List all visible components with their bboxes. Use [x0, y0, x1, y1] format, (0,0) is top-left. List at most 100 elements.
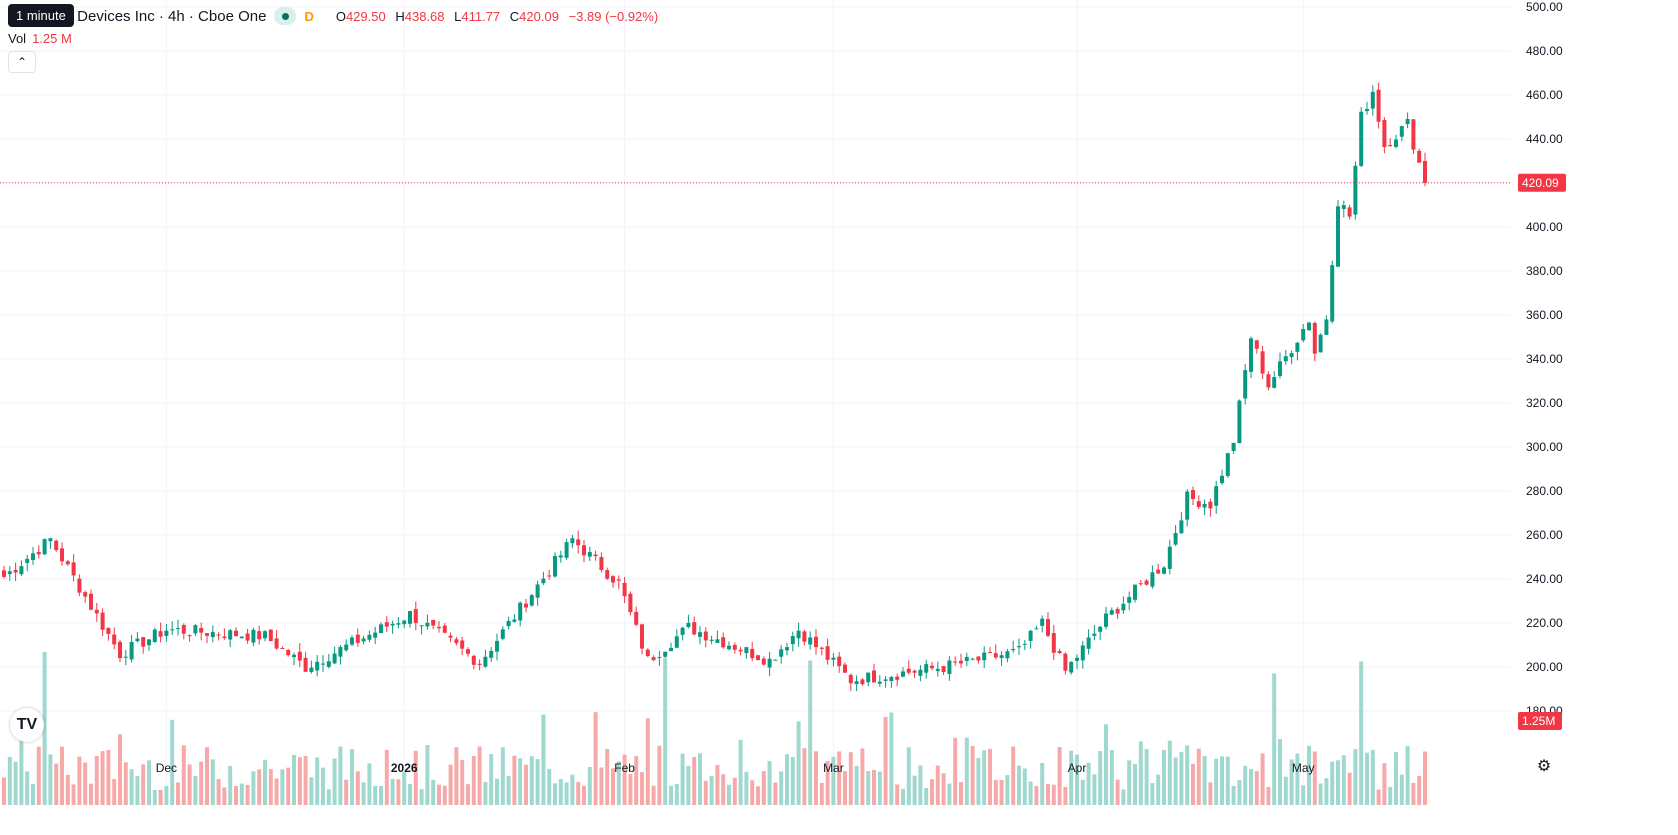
candle-body: [164, 630, 169, 636]
candle-body: [1092, 633, 1097, 636]
volume-bar: [1307, 745, 1311, 805]
price-tick-label: 300.00: [1526, 440, 1563, 454]
candle: [350, 635, 354, 647]
candle: [558, 550, 563, 563]
volume-bar: [199, 761, 204, 805]
candle: [25, 554, 30, 572]
volume-bar: [1237, 780, 1242, 805]
price-tick-label: 220.00: [1526, 616, 1563, 630]
candle-body: [1150, 572, 1155, 587]
collapse-legend-button[interactable]: ⌃: [8, 51, 36, 73]
candle-body: [553, 556, 557, 577]
volume-bar: [674, 783, 679, 805]
volume-bar: [628, 774, 633, 805]
candle: [1411, 119, 1416, 155]
volume-bar: [292, 754, 296, 805]
volume-bar: [425, 745, 430, 805]
volume-bar: [1318, 783, 1323, 805]
candle: [1017, 638, 1021, 656]
volume-bar: [1127, 760, 1132, 805]
candle-body: [564, 542, 569, 558]
price-axis: 500.00480.00460.00440.00420.00400.00380.…: [1526, 0, 1563, 718]
candle-body: [512, 619, 517, 622]
candle: [1196, 495, 1201, 510]
candle: [750, 641, 755, 662]
candle-body: [431, 619, 436, 626]
delayed-data-badge[interactable]: D: [304, 8, 314, 24]
candle: [837, 652, 842, 673]
candle: [1382, 117, 1387, 154]
candle: [599, 552, 604, 573]
candle-body: [970, 658, 975, 660]
market-status-icon[interactable]: [274, 7, 297, 25]
open-label: O: [335, 8, 346, 24]
candle: [622, 576, 627, 604]
candle-body: [947, 660, 952, 674]
volume-bar: [814, 751, 818, 805]
candle: [187, 634, 192, 642]
candle-body: [1278, 361, 1282, 376]
candle-body: [222, 636, 227, 639]
volume-bar: [535, 759, 540, 805]
tradingview-logo-icon[interactable]: TV: [10, 708, 44, 742]
volume-bar: [1179, 752, 1184, 805]
volume-bar: [2, 777, 6, 805]
candle-body: [1394, 139, 1398, 147]
volume-bar: [25, 771, 30, 805]
candle-body: [599, 557, 604, 571]
volume-bar: [773, 782, 778, 805]
candle-body: [193, 625, 198, 634]
volume-bar: [54, 763, 59, 805]
volume-bar: [303, 755, 308, 805]
candle-body: [1272, 377, 1277, 388]
candle: [930, 661, 934, 671]
candle: [1359, 107, 1364, 168]
candle-body: [355, 634, 360, 643]
volume-bar: [60, 746, 64, 805]
candle-body: [141, 637, 146, 647]
candle: [425, 614, 430, 630]
candle-body: [1022, 643, 1027, 645]
volume-bar: [309, 777, 314, 805]
candle-body: [773, 659, 778, 661]
candle: [993, 644, 998, 660]
candle: [1179, 512, 1184, 534]
candle-body: [477, 663, 482, 665]
volume-bar: [1075, 754, 1079, 805]
candle-body: [663, 651, 668, 657]
price-tick-label: 480.00: [1526, 44, 1563, 58]
volume-bar: [831, 756, 836, 805]
candle: [843, 662, 847, 673]
candle: [692, 616, 697, 636]
candle-body: [442, 625, 447, 633]
volume-bar: [564, 782, 569, 805]
candle-body: [152, 629, 157, 642]
candle-body: [529, 595, 534, 606]
volume-bar: [1040, 762, 1045, 805]
candle: [228, 628, 233, 648]
candle-body: [297, 651, 302, 661]
volume-bar: [222, 787, 227, 805]
candle-body: [36, 552, 41, 555]
candle-body: [361, 638, 366, 642]
price-tag-label: 420.09: [1522, 176, 1559, 190]
candle-body: [924, 664, 929, 673]
candle-body: [721, 637, 726, 648]
volume-bar: [106, 750, 111, 805]
candle: [889, 675, 894, 688]
candle-body: [309, 667, 314, 672]
candle: [744, 647, 749, 659]
candle: [761, 656, 766, 666]
volume-bar: [993, 779, 998, 805]
candle: [60, 542, 64, 566]
candle: [1353, 161, 1358, 220]
volume-bar: [1336, 760, 1340, 805]
settings-gear-icon[interactable]: ⚙: [1536, 758, 1552, 775]
candle-body: [147, 639, 151, 646]
candle: [489, 647, 494, 662]
candle: [326, 653, 331, 669]
volume-bar: [118, 734, 122, 805]
volume-bar: [935, 765, 940, 805]
candle: [193, 624, 198, 637]
